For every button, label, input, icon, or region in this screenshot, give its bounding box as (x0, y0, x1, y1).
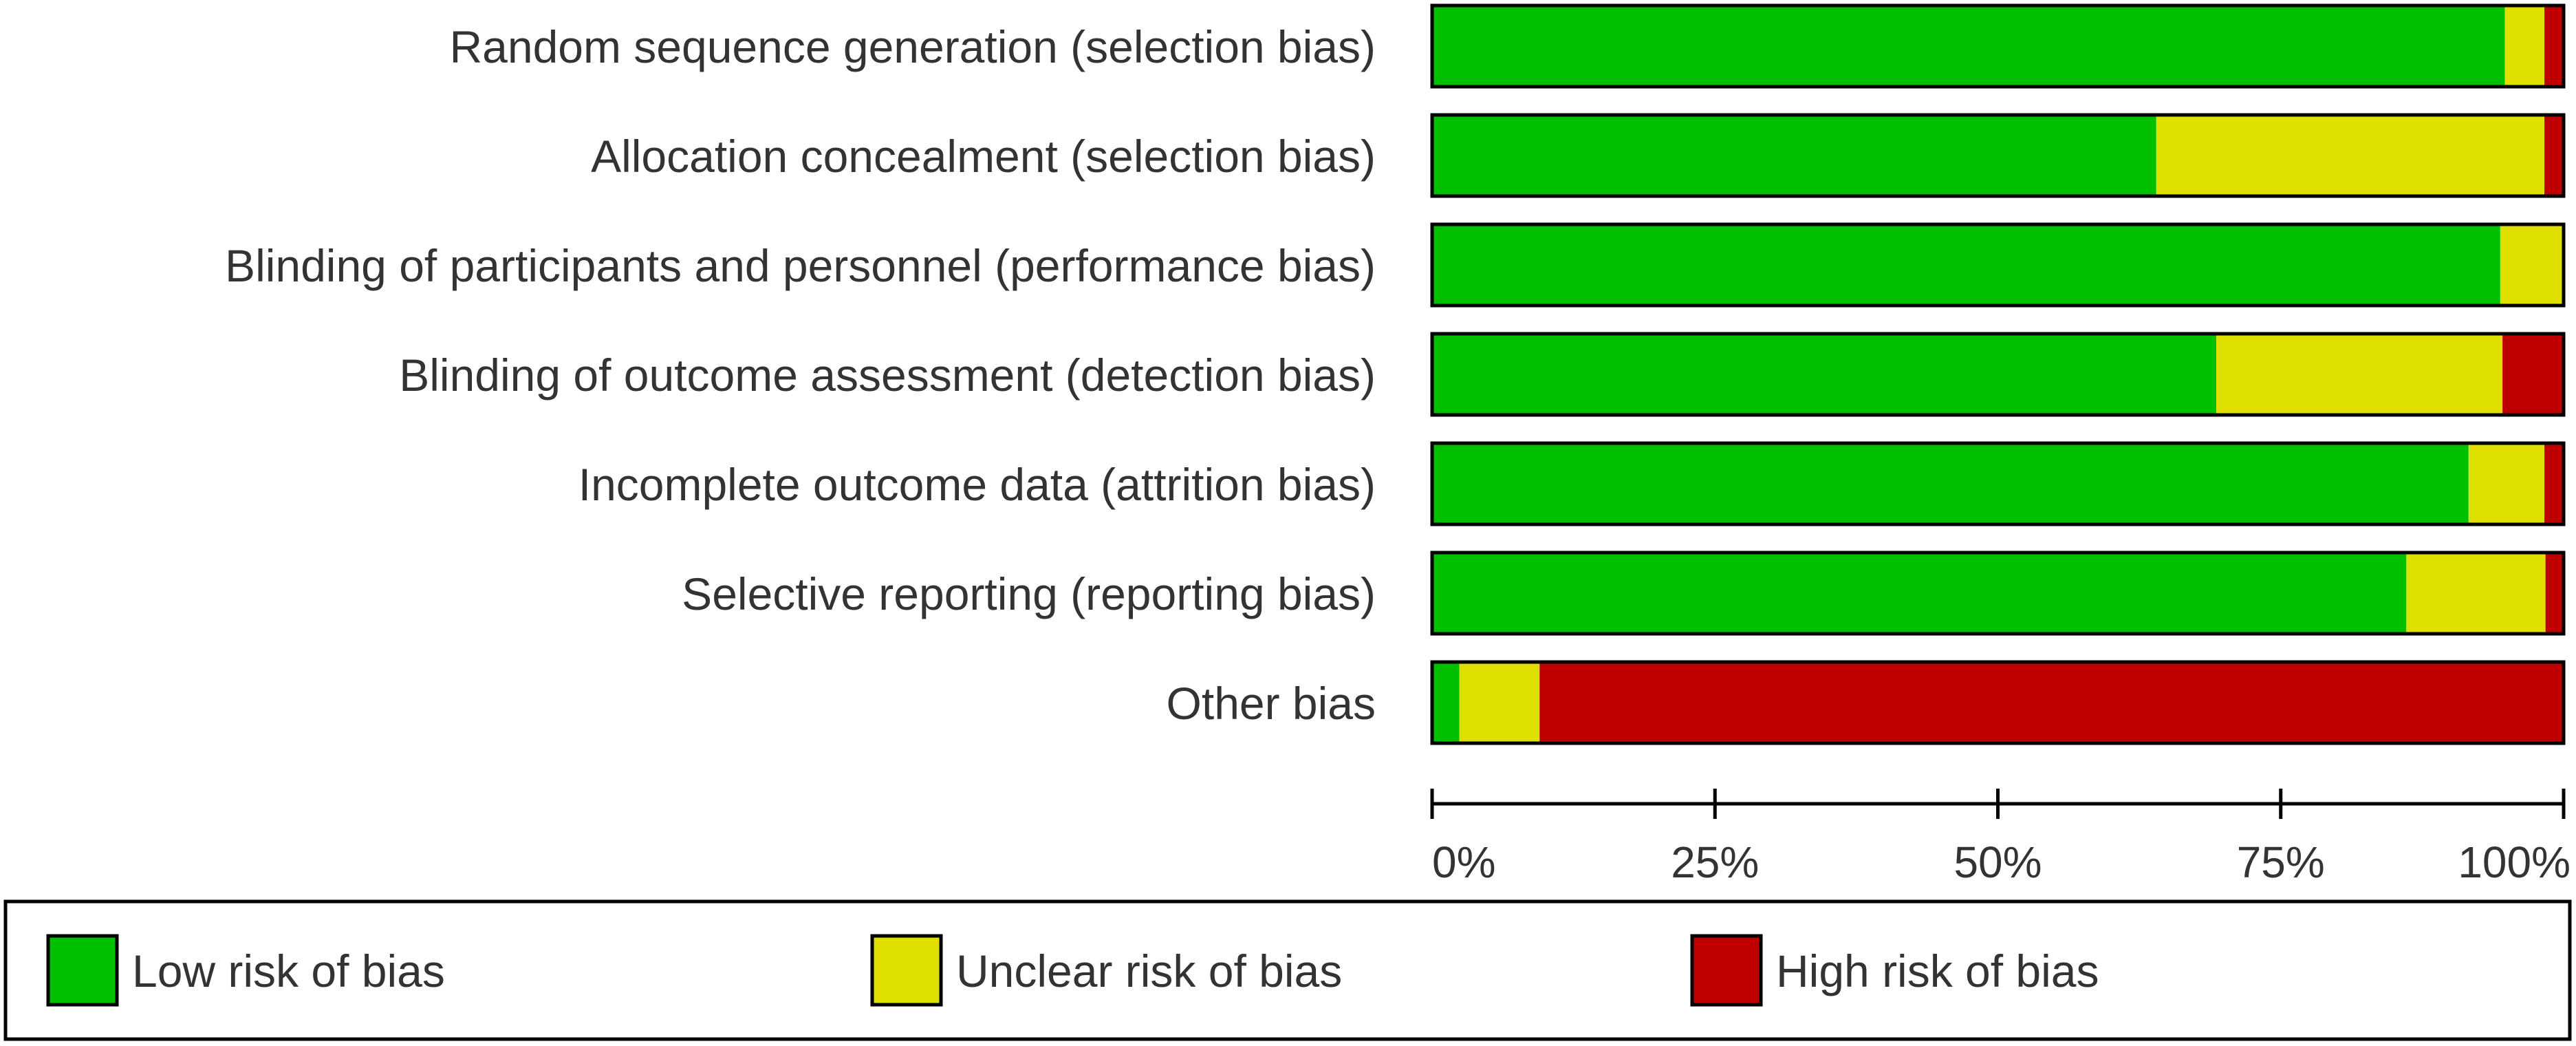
legend-label: Unclear risk of bias (956, 946, 1342, 996)
bar-outline (1430, 3, 2566, 89)
bar-segment-unclear-risk-of-bias (2216, 334, 2503, 415)
category-label: Selective reporting (reporting bias) (682, 568, 1376, 619)
bar-segment-high-risk-of-bias (2544, 115, 2564, 196)
bar-outline (1430, 551, 2566, 636)
category-label: Incomplete outcome data (attrition bias) (578, 459, 1376, 510)
x-tick-label: 75% (2237, 837, 2325, 887)
legend-swatch (1690, 934, 1763, 1007)
bar-segment-low-risk-of-bias (1432, 662, 1460, 743)
bar-segment-high-risk-of-bias (2502, 334, 2564, 415)
bar-outline (1430, 660, 2566, 745)
legend-items: Low risk of bias Unclear risk of bias High… (46, 934, 2099, 1007)
x-axis: 0% 25% 50% 75% 100% (1430, 789, 2570, 887)
bar-segment-unclear-risk-of-bias (2156, 115, 2545, 196)
bar-segment-unclear-risk-of-bias (1459, 662, 1540, 743)
bar-segment-low-risk-of-bias (1432, 6, 2505, 87)
category-label: Blinding of outcome assessment (detectio… (399, 350, 1376, 401)
stacked-bars (1430, 3, 2566, 745)
legend-label: Low risk of bias (132, 946, 445, 996)
bar-segment-high-risk-of-bias (2544, 443, 2564, 524)
bar-outline (1430, 222, 2566, 308)
bar-segment-unclear-risk-of-bias (2406, 553, 2546, 634)
x-axis-ticks: 0% 25% 50% 75% 100% (1430, 789, 2570, 887)
bar-segment-low-risk-of-bias (1432, 553, 2407, 634)
bar-segment-high-risk-of-bias (2545, 553, 2564, 634)
bar-segment-unclear-risk-of-bias (2504, 6, 2545, 87)
legend: Low risk of bias Unclear risk of bias High… (3, 899, 2572, 1041)
category-label: Random sequence generation (selection bi… (450, 21, 1376, 72)
x-tick-label: 0% (1432, 837, 1496, 887)
category-label: Other bias (1167, 678, 1376, 729)
bar-segment-low-risk-of-bias (1432, 224, 2500, 306)
x-tick-label: 100% (2458, 837, 2570, 887)
bar-segment-unclear-risk-of-bias (2500, 224, 2564, 306)
bar-segment-unclear-risk-of-bias (2468, 443, 2545, 524)
bar-outline (1430, 113, 2566, 198)
bar-outline (1430, 441, 2566, 526)
bar-segment-high-risk-of-bias (2544, 6, 2564, 87)
bar-outline (1430, 332, 2566, 417)
category-label: Allocation concealment (selection bias) (591, 131, 1376, 182)
bar-segment-low-risk-of-bias (1432, 443, 2469, 524)
legend-label: High risk of bias (1776, 946, 2099, 996)
x-tick-label: 50% (1953, 837, 2042, 887)
bar-segment-low-risk-of-bias (1432, 115, 2156, 196)
legend-box (3, 899, 2572, 1041)
legend-swatch (870, 934, 943, 1007)
category-labels: Random sequence generation (selection bi… (225, 21, 1376, 729)
category-label: Blinding of participants and personnel (… (225, 240, 1376, 291)
bar-segment-high-risk-of-bias (1539, 662, 2564, 743)
x-tick-label: 25% (1671, 837, 1759, 887)
legend-swatch (46, 934, 119, 1007)
bar-segment-low-risk-of-bias (1432, 334, 2216, 415)
